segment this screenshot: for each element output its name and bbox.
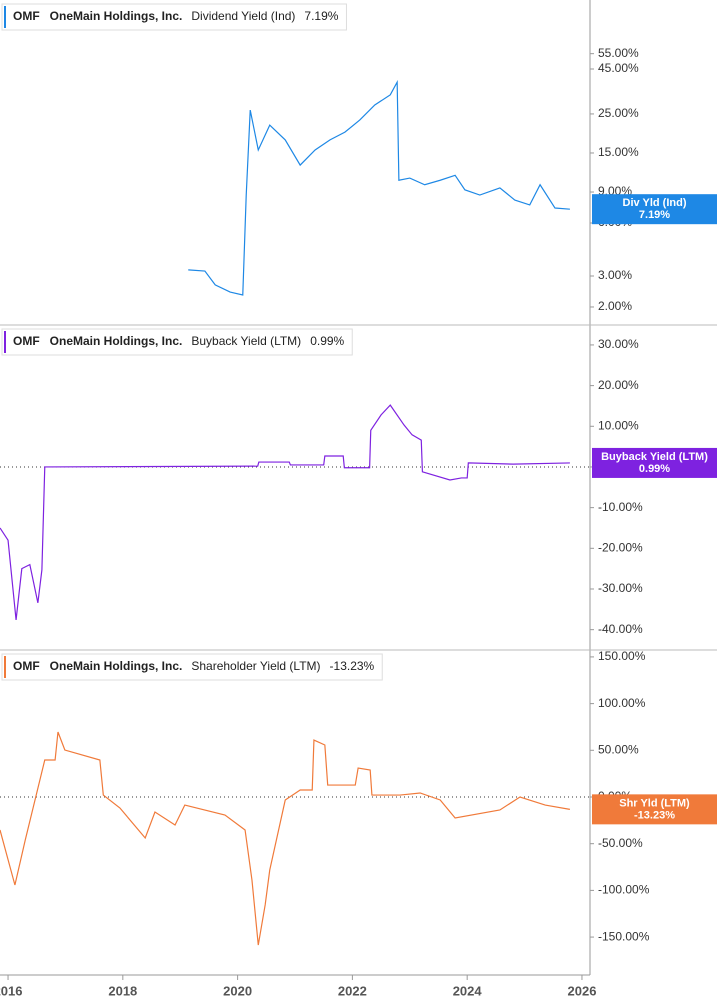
- header-box: [1, 653, 383, 681]
- data-line: [0, 731, 571, 946]
- callout-name: Buyback Yield (LTM): [601, 451, 708, 463]
- value-callout: [592, 194, 717, 225]
- y-tick-label: 55.00%: [598, 46, 639, 60]
- callout-value: 7.19%: [639, 209, 670, 221]
- callout-name: Div Yld (Ind): [623, 197, 687, 209]
- panel-header: OMF OneMain Holdings, Inc. Shareholder Yie…: [1, 653, 383, 681]
- y-tick-label: 25.00%: [598, 106, 639, 120]
- header-value: 7.19%: [304, 9, 338, 23]
- y-tick-label: 100.00%: [598, 696, 646, 710]
- y-tick-label: -40.00%: [598, 622, 643, 636]
- data-line: [188, 79, 570, 296]
- panel-header: OMF OneMain Holdings, Inc. Buyback Yield (…: [1, 328, 353, 356]
- x-tick-label: 2026: [568, 983, 597, 998]
- header-company: OneMain Holdings, Inc.: [50, 9, 183, 23]
- header-metric: Buyback Yield (LTM): [191, 334, 301, 348]
- y-tick-label: -20.00%: [598, 540, 643, 554]
- y-tick-label: 20.00%: [598, 378, 639, 392]
- y-tick-label: 10.00%: [598, 418, 639, 432]
- x-tick-label: 2016: [0, 983, 22, 998]
- callout-name: Shr Yld (LTM): [619, 797, 690, 809]
- value-callout: [592, 447, 717, 478]
- y-tick-label: 30.00%: [598, 337, 639, 351]
- header-company: OneMain Holdings, Inc.: [50, 659, 183, 673]
- y-tick-label: -50.00%: [598, 836, 643, 850]
- y-tick-label: -10.00%: [598, 500, 643, 514]
- y-tick-label: 3.00%: [598, 268, 632, 282]
- callout-value: 0.99%: [639, 463, 670, 475]
- header-color-bar: [4, 656, 6, 678]
- header-color-bar: [4, 6, 6, 28]
- y-tick-label: 15.00%: [598, 145, 639, 159]
- header-ticker: OMF: [13, 334, 40, 348]
- value-callout: [592, 794, 717, 825]
- x-tick-label: 2024: [453, 983, 483, 998]
- x-tick-label: 2022: [338, 983, 367, 998]
- y-tick-label: 2.00%: [598, 299, 632, 313]
- header-value: -13.23%: [330, 659, 375, 673]
- y-tick-label: 150.00%: [598, 649, 646, 663]
- y-tick-label: -100.00%: [598, 883, 650, 897]
- header-metric: Shareholder Yield (LTM): [191, 659, 320, 673]
- data-line: [0, 404, 570, 620]
- y-tick-label: -150.00%: [598, 929, 650, 943]
- header-ticker: OMF: [13, 9, 40, 23]
- header-color-bar: [4, 331, 6, 353]
- y-tick-label: 50.00%: [598, 742, 639, 756]
- callout-value: -13.23%: [634, 809, 675, 821]
- x-tick-label: 2018: [108, 983, 137, 998]
- header-value: 0.99%: [310, 334, 344, 348]
- header-company: OneMain Holdings, Inc.: [50, 334, 183, 348]
- x-tick-label: 2020: [223, 983, 252, 998]
- header-ticker: OMF: [13, 659, 40, 673]
- y-tick-label: -30.00%: [598, 581, 643, 595]
- panel-header: OMF OneMain Holdings, Inc. Dividend Yield …: [1, 3, 347, 31]
- header-box: [1, 3, 347, 31]
- header-metric: Dividend Yield (Ind): [191, 9, 295, 23]
- y-tick-label: 45.00%: [598, 61, 639, 75]
- header-box: [1, 328, 353, 356]
